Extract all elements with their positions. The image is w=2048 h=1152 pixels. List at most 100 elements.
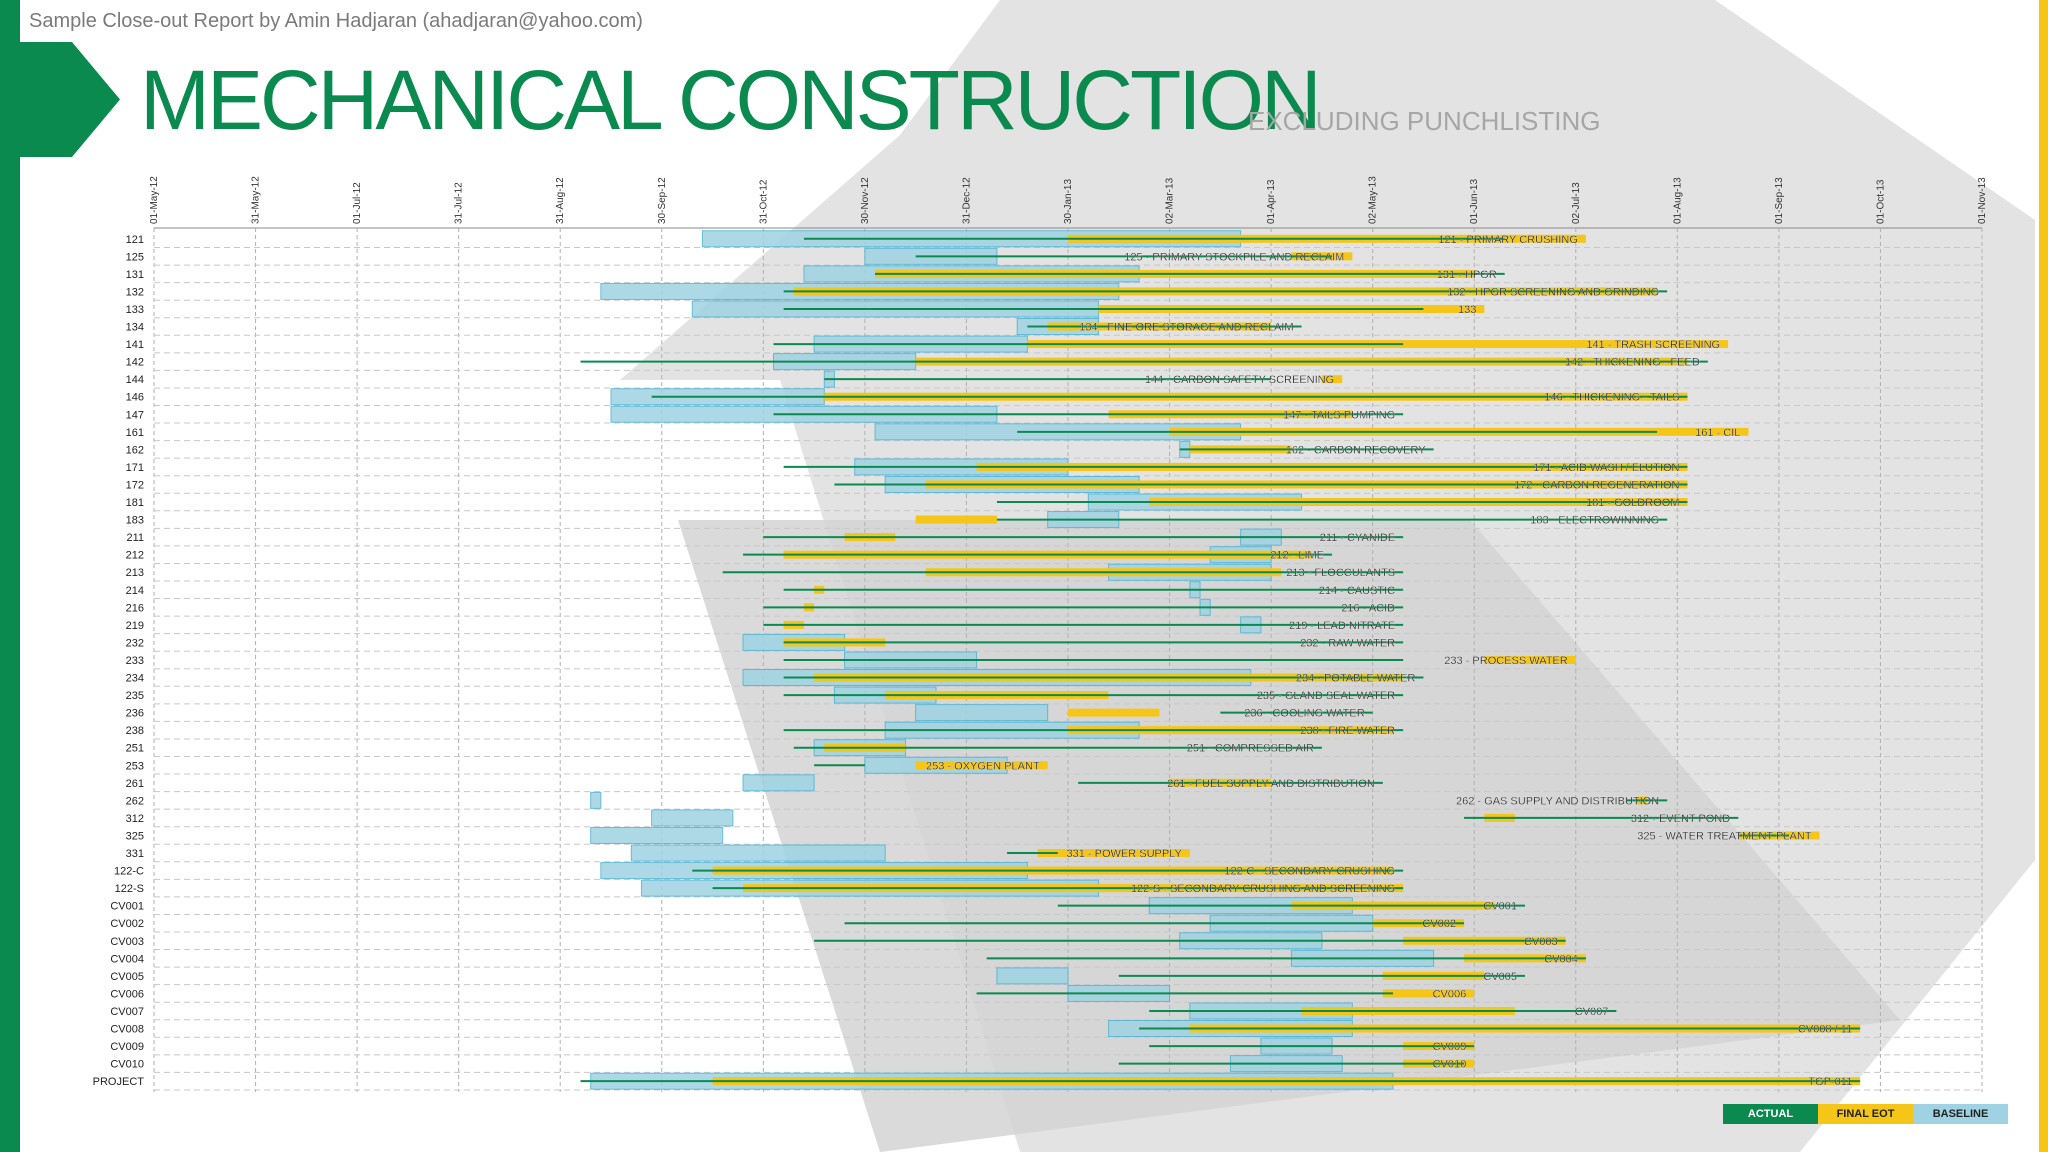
- row-code-label: 183: [126, 515, 144, 527]
- legend-baseline: BASELINE: [1913, 1104, 2008, 1124]
- x-tick-label: 01-Nov-13: [1977, 177, 1988, 224]
- row-code-label: 162: [126, 444, 144, 456]
- page-subtitle: EXCLUDING PUNCHLISTING: [1248, 106, 1601, 136]
- grid-layer: 01-May-12 31-May-12 01-Jul-12 31-Jul-12 31-A…: [149, 176, 1988, 1092]
- row-code-label: CV001: [110, 901, 144, 913]
- final-eot-bar: [1484, 655, 1576, 664]
- row-code-label: 325: [126, 830, 144, 842]
- row-code-label: 142: [126, 357, 144, 369]
- row-code-label: 172: [126, 479, 144, 491]
- task-label: 142 - THICKENING - FEED: [1565, 357, 1700, 369]
- row-code-label: 213: [126, 567, 144, 579]
- x-tick-label: 30-Nov-12: [860, 177, 871, 224]
- row-code-label: CV009: [110, 1041, 144, 1053]
- task-label: 234 - POTABLE WATER: [1296, 673, 1416, 685]
- row-code-label: 261: [126, 778, 144, 790]
- row-code-label: 236: [126, 708, 144, 720]
- page-title: MECHANICAL CONSTRUCTION: [140, 53, 1322, 147]
- row-code-label: 262: [126, 795, 144, 807]
- task-label: CV007: [1575, 1006, 1609, 1018]
- x-tick-label: 01-Sep-13: [1774, 177, 1785, 224]
- x-tick-label: 02-Jul-13: [1571, 182, 1582, 224]
- task-label: 233 - PROCESS WATER: [1444, 655, 1568, 667]
- row-code-label: CV006: [110, 988, 144, 1000]
- row-code-label: CV010: [110, 1059, 144, 1071]
- task-label: CV008 / 11: [1798, 1024, 1852, 1036]
- row-code-label: 161: [126, 427, 144, 439]
- legend-final-eot: FINAL EOT: [1818, 1104, 1913, 1124]
- task-label: 122-S - SECONDARY CRUSHING AND SCREENING: [1131, 883, 1395, 895]
- left-brand-bar: [0, 0, 20, 1152]
- row-code-label: 181: [126, 497, 144, 509]
- task-label: 216 - ACID: [1341, 602, 1395, 614]
- row-code-label: 219: [126, 620, 144, 632]
- task-label: 212 - LIME: [1270, 550, 1324, 562]
- task-label: 232 - RAW WATER: [1300, 637, 1395, 649]
- x-tick-label: 02-Mar-13: [1165, 177, 1176, 224]
- task-label: 162 - CARBON RECOVERY: [1286, 444, 1426, 456]
- row-code-label: 214: [126, 585, 144, 597]
- final-eot-bar: [915, 515, 997, 524]
- baseline-bar: [590, 826, 724, 844]
- task-label: 172 - CARBON REGENERATION: [1514, 479, 1679, 491]
- final-eot-bar: [1321, 375, 1343, 384]
- row-code-label: 144: [126, 374, 144, 386]
- task-label: 147 - TAILS PUMPING: [1283, 409, 1395, 421]
- row-code-label: 216: [126, 602, 144, 614]
- row-code-label: CV005: [110, 971, 144, 983]
- row-code-label: 253: [126, 760, 144, 772]
- final-eot-bar: [1382, 989, 1475, 998]
- row-code-label: 122-C: [114, 866, 144, 878]
- x-tick-label: 31-Oct-12: [758, 179, 769, 224]
- row-code-label: CV007: [110, 1006, 144, 1018]
- row-code-label: 122-S: [115, 883, 144, 895]
- task-label: TGP-011: [1808, 1076, 1852, 1088]
- task-label: 325 - WATER TREATMENT PLANT: [1637, 830, 1811, 842]
- author-line: Sample Close-out Report by Amin Hadjaran…: [29, 10, 643, 32]
- task-label: 181 - GOLDROOM: [1586, 497, 1680, 509]
- x-tick-label: 31-Dec-12: [961, 177, 972, 224]
- task-label: 132 - HPGR SCREENING AND GRINDING: [1447, 286, 1659, 298]
- task-label: 253 - OXYGEN PLANT: [926, 760, 1040, 772]
- task-label: 238 - FIRE WATER: [1300, 725, 1395, 737]
- task-label: 134 - FINE ORE STORAGE AND RECLAIM: [1079, 322, 1293, 334]
- x-tick-label: 01-Jul-12: [352, 182, 363, 224]
- row-code-label: 147: [126, 409, 144, 421]
- task-label: CV003: [1524, 936, 1558, 948]
- baseline-bar: [742, 774, 815, 792]
- chart-legend: ACTUAL FINAL EOT BASELINE: [1723, 1104, 2008, 1124]
- task-label: 133: [1458, 304, 1476, 316]
- task-label: CV004: [1544, 953, 1578, 965]
- task-label: 171 - ACID WASH / ELUTION: [1533, 462, 1679, 474]
- task-label: 125 - PRIMARY STOCKPILE AND RECLAIM: [1124, 251, 1344, 263]
- row-code-label: 232: [126, 637, 144, 649]
- task-label: CV005: [1483, 971, 1517, 983]
- task-label: 211 - CYANIDE: [1320, 532, 1395, 544]
- row-code-label: 212: [126, 550, 144, 562]
- row-code-label: 233: [126, 655, 144, 667]
- row-code-label: PROJECT: [93, 1076, 145, 1088]
- task-label: 262 - GAS SUPPLY AND DISTRIBUTION: [1456, 795, 1659, 807]
- row-code-label: 238: [126, 725, 144, 737]
- baseline-bar: [590, 791, 602, 809]
- final-eot-bar: [915, 761, 1048, 770]
- task-label: 214 - CAUSTIC: [1319, 585, 1395, 597]
- task-label: CV006: [1433, 988, 1467, 1000]
- x-tick-label: 30-Sep-12: [657, 177, 668, 224]
- task-label: 122-C - SECONDARY CRUSHING: [1224, 866, 1395, 878]
- right-divider: [2036, 0, 2039, 1152]
- x-tick-label: 31-Aug-12: [555, 177, 566, 224]
- task-label: 146 - THICKENING - TAILS: [1544, 392, 1679, 404]
- row-code-label: CV003: [110, 936, 144, 948]
- row-code-label: 171: [126, 462, 144, 474]
- row-code-label: CV008: [110, 1024, 144, 1036]
- row-code-label: 131: [126, 269, 144, 281]
- x-tick-label: 31-Jul-12: [454, 182, 465, 224]
- x-tick-label: 02-May-13: [1368, 176, 1379, 224]
- row-code-label: CV002: [110, 918, 144, 930]
- x-tick-label: 01-Apr-13: [1266, 179, 1277, 224]
- row-code-label: 121: [126, 234, 144, 246]
- baseline-bar: [651, 809, 734, 827]
- labels-layer: 121 121 - PRIMARY CRUSHING 125 125 - PRIMAR…: [93, 234, 1853, 1089]
